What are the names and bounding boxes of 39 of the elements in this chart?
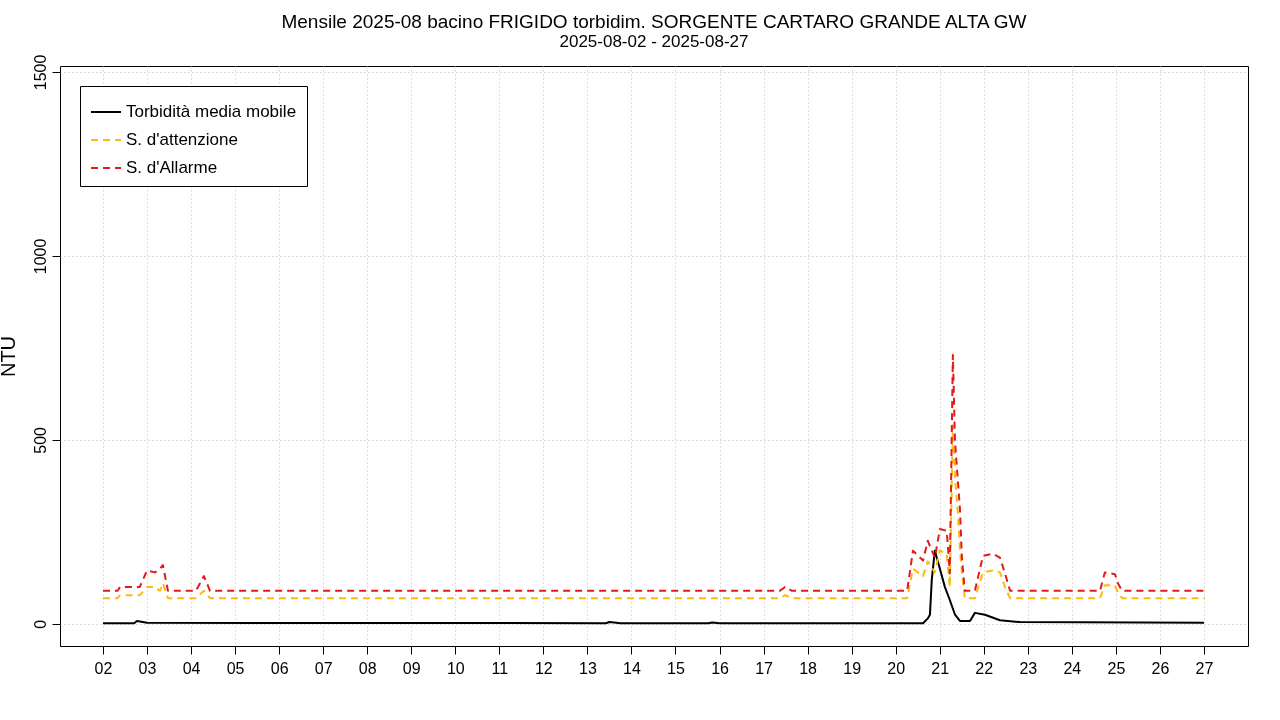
- x-tick-label: 14: [623, 659, 641, 677]
- x-tick-label: 26: [1151, 659, 1170, 677]
- x-tick-label: 06: [270, 659, 289, 677]
- y-axis-title: NTU: [0, 335, 19, 378]
- x-tick-label: 07: [314, 659, 333, 677]
- x-tick-label: 23: [1019, 659, 1038, 677]
- x-tick-label: 04: [182, 659, 201, 677]
- x-tick-label: 25: [1107, 659, 1126, 677]
- x-tick-label: 10: [446, 659, 465, 677]
- x-tick-label: 17: [755, 659, 774, 677]
- x-tick-label: 09: [402, 659, 421, 677]
- x-tick-label: 11: [491, 659, 509, 677]
- y-tick-label: 1000: [31, 238, 49, 275]
- x-tick-label: 02: [94, 659, 113, 677]
- x-tick-label: 16: [711, 659, 730, 677]
- line-series: [101, 353, 1206, 592]
- y-tick-label: 0: [31, 619, 49, 629]
- x-tick-label: 21: [931, 659, 950, 677]
- x-tick-label: 24: [1063, 659, 1082, 677]
- x-tick-label: 20: [887, 659, 906, 677]
- x-tick-label: 12: [534, 659, 553, 677]
- line-series: [101, 549, 1205, 625]
- legend-label: Torbidità media mobile: [126, 102, 297, 121]
- legend-label: S. d'Allarme: [126, 158, 218, 177]
- y-tick-label: 500: [31, 426, 49, 454]
- x-tick-label: 22: [975, 659, 994, 677]
- legend-label: S. d'attenzione: [126, 130, 238, 149]
- x-tick-label: 13: [579, 659, 597, 677]
- chart-subtitle: 2025-08-02 - 2025-08-27: [559, 32, 749, 52]
- x-tick-label: 19: [843, 659, 862, 677]
- x-tick-label: 08: [358, 659, 377, 677]
- y-tick-label: 1500: [31, 54, 49, 91]
- x-tick-label: 27: [1195, 659, 1214, 677]
- x-tick-label: 15: [667, 659, 685, 677]
- x-tick-label: 18: [799, 659, 818, 677]
- x-tick-label: 03: [138, 659, 157, 677]
- line-series: [101, 424, 1206, 600]
- chart-title: Mensile 2025-08 bacino FRIGIDO torbidim. SORGENTE CARTARO GRANDE ALTA GW: [281, 11, 1027, 33]
- x-tick-label: 05: [226, 659, 245, 677]
